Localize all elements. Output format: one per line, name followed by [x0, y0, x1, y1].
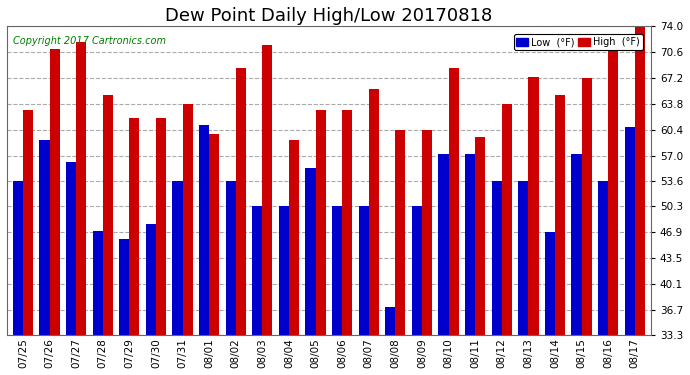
Bar: [545, 232, 555, 375]
Bar: [92, 231, 103, 375]
Bar: [624, 127, 635, 375]
Bar: [529, 77, 538, 375]
Bar: [156, 118, 166, 375]
Bar: [448, 68, 459, 375]
Bar: [172, 182, 183, 375]
Bar: [368, 89, 379, 375]
Bar: [279, 206, 289, 375]
Bar: [598, 182, 608, 375]
Bar: [76, 42, 86, 375]
Bar: [332, 206, 342, 375]
Bar: [199, 125, 209, 375]
Legend: Low  (°F), High  (°F): Low (°F), High (°F): [513, 34, 642, 50]
Bar: [492, 182, 502, 375]
Bar: [103, 95, 113, 375]
Bar: [555, 95, 565, 375]
Bar: [502, 104, 512, 375]
Bar: [342, 110, 353, 375]
Bar: [438, 154, 449, 375]
Bar: [582, 78, 592, 375]
Bar: [422, 130, 432, 375]
Bar: [475, 136, 485, 375]
Bar: [359, 206, 368, 375]
Bar: [129, 118, 139, 375]
Bar: [306, 168, 315, 375]
Bar: [571, 154, 582, 375]
Bar: [253, 206, 262, 375]
Bar: [183, 104, 193, 375]
Bar: [518, 182, 529, 375]
Bar: [66, 162, 76, 375]
Bar: [289, 140, 299, 375]
Bar: [412, 206, 422, 375]
Bar: [385, 308, 395, 375]
Title: Dew Point Daily High/Low 20170818: Dew Point Daily High/Low 20170818: [165, 7, 493, 25]
Bar: [226, 182, 236, 375]
Bar: [465, 154, 475, 375]
Bar: [146, 224, 156, 375]
Text: Copyright 2017 Cartronics.com: Copyright 2017 Cartronics.com: [13, 36, 166, 46]
Bar: [209, 134, 219, 375]
Bar: [395, 130, 406, 375]
Bar: [608, 49, 618, 375]
Bar: [119, 239, 129, 375]
Bar: [23, 110, 33, 375]
Bar: [262, 45, 273, 375]
Bar: [236, 68, 246, 375]
Bar: [39, 140, 50, 375]
Bar: [13, 182, 23, 375]
Bar: [315, 110, 326, 375]
Bar: [50, 49, 59, 375]
Bar: [635, 27, 645, 375]
